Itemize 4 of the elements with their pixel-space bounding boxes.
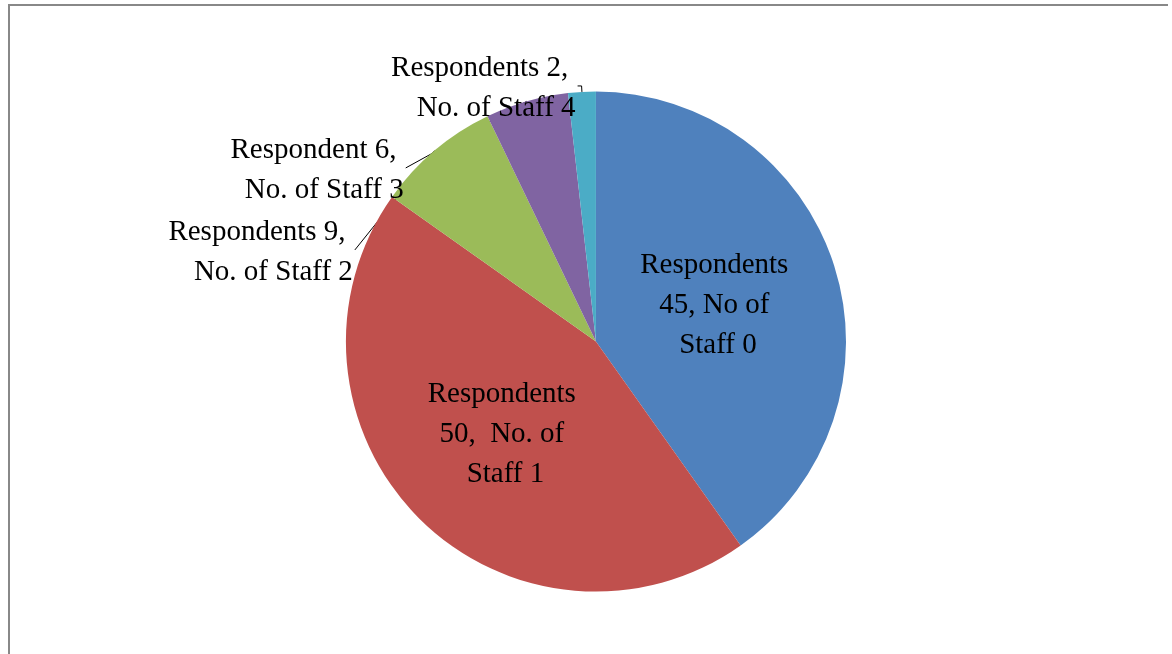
- slice-label: Respondents 9, No. of Staff 2: [168, 213, 353, 286]
- slice-label: Respondents 45, No of Staff 0: [640, 246, 796, 359]
- slice-label: Respondents 50, No. of Staff 1: [427, 376, 584, 489]
- slice-label: Respondents 2, No. of Staff 4: [391, 49, 577, 122]
